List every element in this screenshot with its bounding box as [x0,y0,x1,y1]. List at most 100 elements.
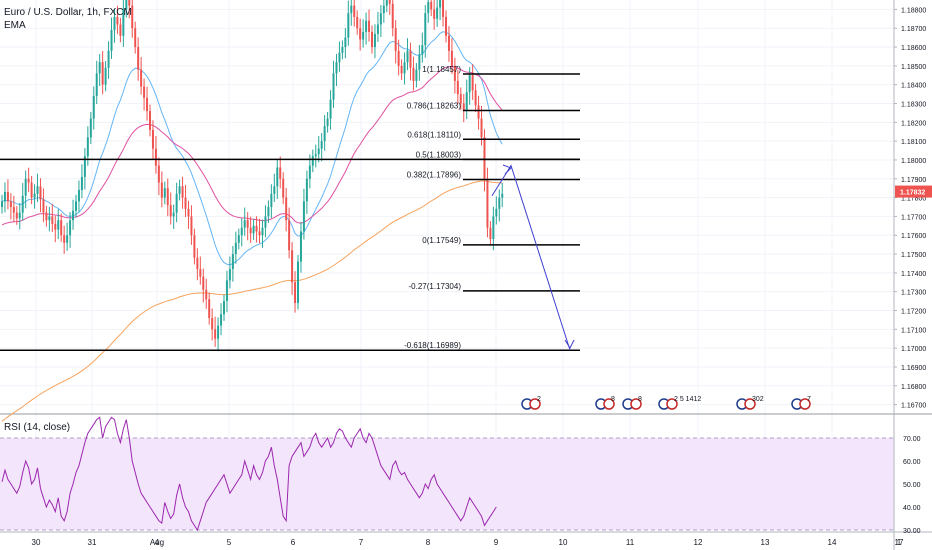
candle-body [486,178,489,228]
candle-body [276,167,279,187]
candle-body [187,208,190,217]
time-axis-label: 12 [694,538,703,547]
time-axis-label: 14 [828,538,837,547]
candle-body [453,65,456,81]
candle-body [299,231,302,262]
candle-body [1,201,3,207]
time-axis-label: 8 [426,538,431,547]
fib-level-label: 0.5(1.18003) [416,150,462,159]
candle-body [468,75,471,93]
candle-body [151,129,154,149]
time-axis-label: 7 [359,538,364,547]
candle-body [341,47,344,53]
candle-body [18,212,21,219]
event-flag-icon [666,398,678,410]
candle-body [412,67,415,81]
candle-body [418,54,421,70]
candle-body [459,94,462,104]
candle-body [223,301,225,315]
candle-body [169,205,172,217]
candle-body [439,0,442,8]
price-axis-label: 1.18500 [901,64,926,71]
candle-body [498,197,501,209]
candle-body [302,201,305,232]
candle-body [202,276,205,290]
candle-body [394,28,397,51]
candle-body [3,191,6,202]
time-axis-label: 31 [88,538,97,547]
rsi-label[interactable]: RSI (14, close) [4,422,71,433]
candle-body [45,212,48,221]
candle-body [388,0,391,4]
rsi-band [0,438,894,530]
candle-body [450,50,453,66]
price-axis-label: 1.18200 [901,120,926,127]
candle-body [116,16,119,25]
candle-body [36,186,39,194]
candle-body [501,193,504,198]
candle-body [445,16,447,36]
indicator-label[interactable]: EMA [4,20,26,31]
candle-body [228,269,231,281]
price-axis-label: 1.17200 [901,309,926,316]
candle-body [83,156,86,177]
candle-body [110,30,113,51]
candle-body [220,314,223,326]
rsi-line [1,416,497,532]
symbol-title[interactable]: Euro / U.S. Dollar, 1h, FXCM [4,7,132,18]
price-axis-label: 1.17600 [901,233,926,240]
time-axis-label: 5 [227,538,232,547]
candle-body [427,1,430,14]
candle-body [332,73,335,100]
candle-body [270,193,273,207]
projection-path [491,164,571,351]
candle-body [101,62,104,85]
price-axis-label: 1.17800 [901,196,926,203]
candle-body [465,92,468,112]
event-flag-icon [799,398,811,410]
candle-body [308,165,311,179]
candle-body [42,199,45,213]
candle-body [175,193,178,213]
candle-body [436,7,439,19]
candle-body [409,50,412,68]
candle-body [323,126,326,142]
event-count-label: 8 [638,396,642,403]
candle-body [9,201,12,207]
candle-body [190,216,193,236]
candle-body [193,235,196,258]
candle-body [291,250,294,283]
price-axis-label: 1.18700 [901,26,926,33]
candle-body [6,191,9,202]
time-axis-label: 11 [626,538,635,547]
price-axis-label: 1.18300 [901,102,926,109]
projection-arrowhead-down [564,339,575,350]
candle-body [140,69,143,87]
candle-body [400,65,403,74]
candle-body [483,137,486,179]
event-count-label: 8 [611,396,615,403]
candle-body [382,5,385,14]
event-count-label: 7 [807,396,811,403]
candle-body [480,118,483,138]
price-axis-label: 1.18800 [901,7,926,14]
candle-body [12,207,15,213]
candle-body [80,176,83,191]
candle-body [421,45,424,55]
candle-body [98,62,101,74]
candle-body [373,33,376,48]
candle-body [134,28,137,48]
candle-body [252,225,255,234]
candle-body [149,111,151,130]
candle-body [288,220,291,251]
candle-body [104,67,107,85]
candle-body [122,9,125,36]
candle-body [282,178,285,198]
candle-body [264,216,267,228]
price-axis-label: 1.18100 [901,139,926,146]
candle-body [199,269,202,277]
candle-body [320,141,323,149]
time-axis-label: 17 [895,538,904,547]
